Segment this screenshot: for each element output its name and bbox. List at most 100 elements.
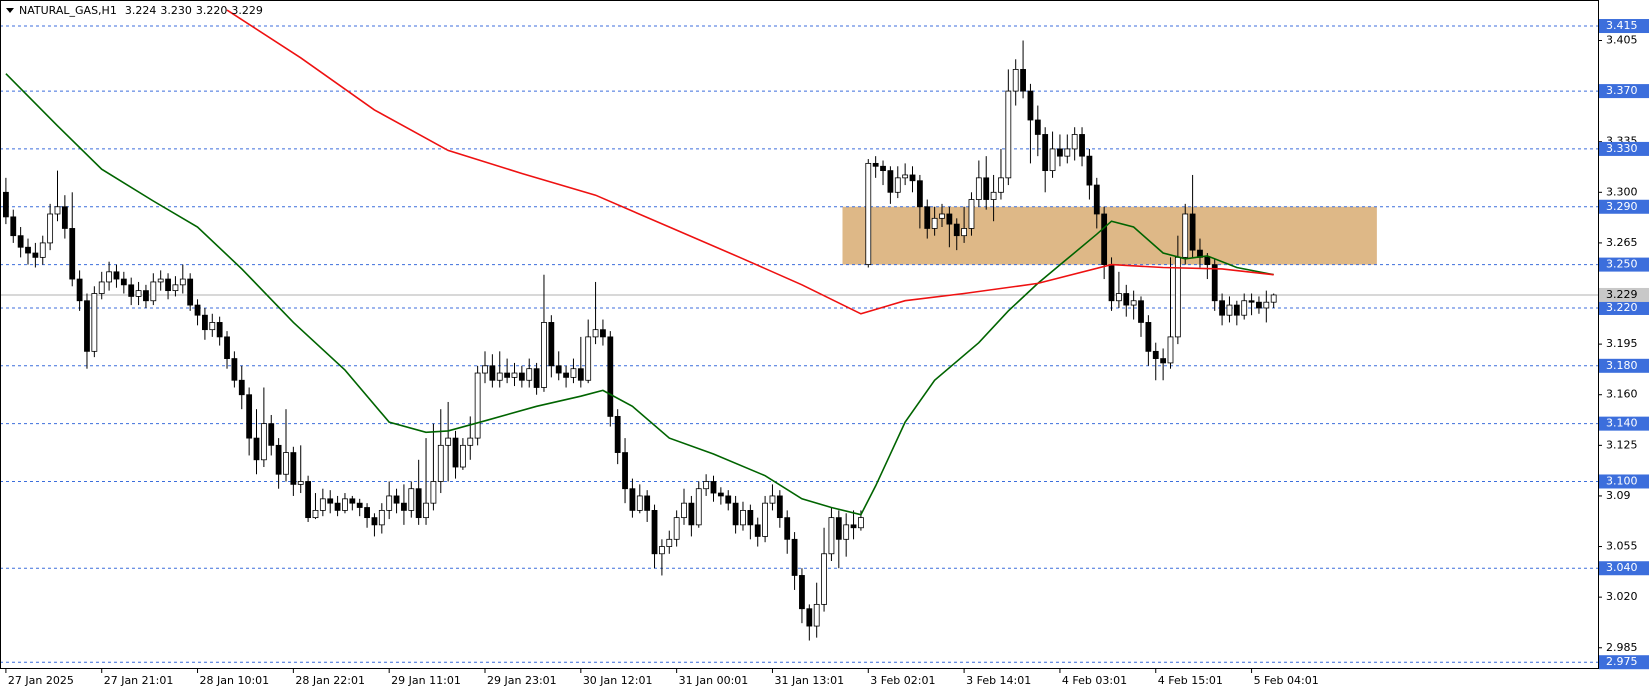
- candle-body: [32, 252, 39, 258]
- x-tick-label: 31 Jan 00:01: [679, 674, 749, 687]
- candle-body: [784, 517, 791, 540]
- level-label: 3.100: [1606, 474, 1638, 487]
- candle-body: [1057, 148, 1063, 157]
- candle-body: [1204, 256, 1211, 265]
- candle-body: [1211, 264, 1218, 302]
- candle-body: [437, 444, 444, 482]
- candle-body: [54, 206, 61, 215]
- candle-body: [511, 372, 518, 378]
- candle-body: [157, 278, 164, 283]
- candle-body: [39, 242, 46, 258]
- x-tick-label: 5 Feb 04:01: [1254, 674, 1319, 687]
- candle-body: [1174, 256, 1181, 338]
- candle-body: [61, 206, 68, 229]
- candle-body: [555, 365, 562, 374]
- candle-body: [224, 336, 230, 359]
- candle-body: [1064, 148, 1071, 157]
- candle-body: [459, 444, 466, 468]
- level-box: [1599, 561, 1649, 576]
- y-tick-label: 3.300: [1606, 185, 1638, 198]
- candle-body: [548, 322, 555, 367]
- candle-body: [717, 492, 724, 497]
- candle-body: [364, 507, 370, 519]
- candle-body: [577, 368, 584, 381]
- candle-body: [423, 502, 429, 519]
- candle-body: [209, 322, 216, 331]
- candle-body: [246, 394, 253, 439]
- candle-body: [349, 498, 356, 504]
- level-box: [1599, 416, 1649, 431]
- candle-body: [880, 165, 886, 172]
- candle-body: [47, 213, 54, 244]
- candle-body: [1241, 300, 1248, 316]
- candle-body: [1101, 213, 1108, 265]
- level-box: [1599, 655, 1649, 670]
- candle-body: [386, 495, 393, 511]
- candle-body: [953, 223, 960, 237]
- candle-body: [688, 502, 695, 526]
- candle-body: [924, 206, 931, 229]
- candle-body: [1248, 300, 1255, 303]
- candle-body: [415, 488, 422, 519]
- level-label: 3.140: [1606, 417, 1638, 430]
- candle-body: [275, 444, 282, 475]
- candle-body: [518, 372, 525, 381]
- level-label: 3.040: [1606, 561, 1638, 574]
- candle-body: [150, 281, 157, 302]
- level-label: 3.220: [1606, 301, 1638, 314]
- level-label: 3.290: [1606, 200, 1638, 213]
- candle-body: [769, 495, 776, 504]
- candle-body: [1020, 69, 1026, 92]
- candle-body: [585, 336, 592, 381]
- candle-body: [91, 293, 98, 352]
- candle-body: [946, 213, 953, 225]
- candle-body: [356, 502, 363, 508]
- candle-body: [231, 358, 238, 381]
- candle-body: [695, 488, 702, 526]
- candle-body: [1182, 213, 1189, 258]
- candle-body: [172, 284, 179, 292]
- x-tick-label: 29 Jan 11:01: [391, 674, 461, 687]
- candle-body: [725, 495, 732, 504]
- candle-body: [319, 498, 326, 511]
- candle-body: [10, 216, 17, 237]
- candle-body: [1138, 300, 1144, 323]
- candle-body: [939, 213, 945, 219]
- candle-body: [533, 368, 540, 388]
- x-tick-label: 4 Feb 03:01: [1062, 674, 1127, 687]
- candle-body: [1115, 293, 1122, 302]
- candle-body: [732, 502, 739, 526]
- candle-body: [681, 502, 687, 519]
- candle-body: [710, 481, 717, 494]
- candle-body: [98, 281, 105, 294]
- candle-body: [1226, 304, 1233, 316]
- y-tick-label: 3.125: [1606, 438, 1638, 451]
- candle-body: [600, 329, 606, 338]
- candle-body: [268, 423, 275, 446]
- current-price-box: [1599, 287, 1649, 302]
- candle-body: [25, 246, 31, 254]
- level-box: [1599, 199, 1649, 214]
- candle-body: [128, 284, 135, 297]
- candle-body: [835, 517, 842, 540]
- level-box: [1599, 141, 1649, 156]
- candle-body: [120, 278, 127, 286]
- y-tick-label: 3.055: [1606, 540, 1638, 553]
- candle-body: [887, 170, 894, 193]
- symbol: NATURAL_GAS,H1: [19, 4, 117, 17]
- candle-body: [762, 502, 768, 537]
- candle-body: [496, 372, 503, 381]
- candle-body: [474, 372, 481, 439]
- x-tick-label: 30 Jan 12:01: [583, 674, 653, 687]
- candle-body: [865, 162, 872, 265]
- candle-body: [1049, 148, 1056, 172]
- candle-body: [776, 495, 783, 519]
- candle-body: [305, 481, 312, 519]
- candle-body: [968, 199, 975, 229]
- candle-body: [504, 372, 511, 378]
- candle-body: [1086, 155, 1093, 186]
- candle-body: [2, 191, 9, 218]
- candle-body: [194, 304, 201, 316]
- candle-body: [378, 509, 385, 526]
